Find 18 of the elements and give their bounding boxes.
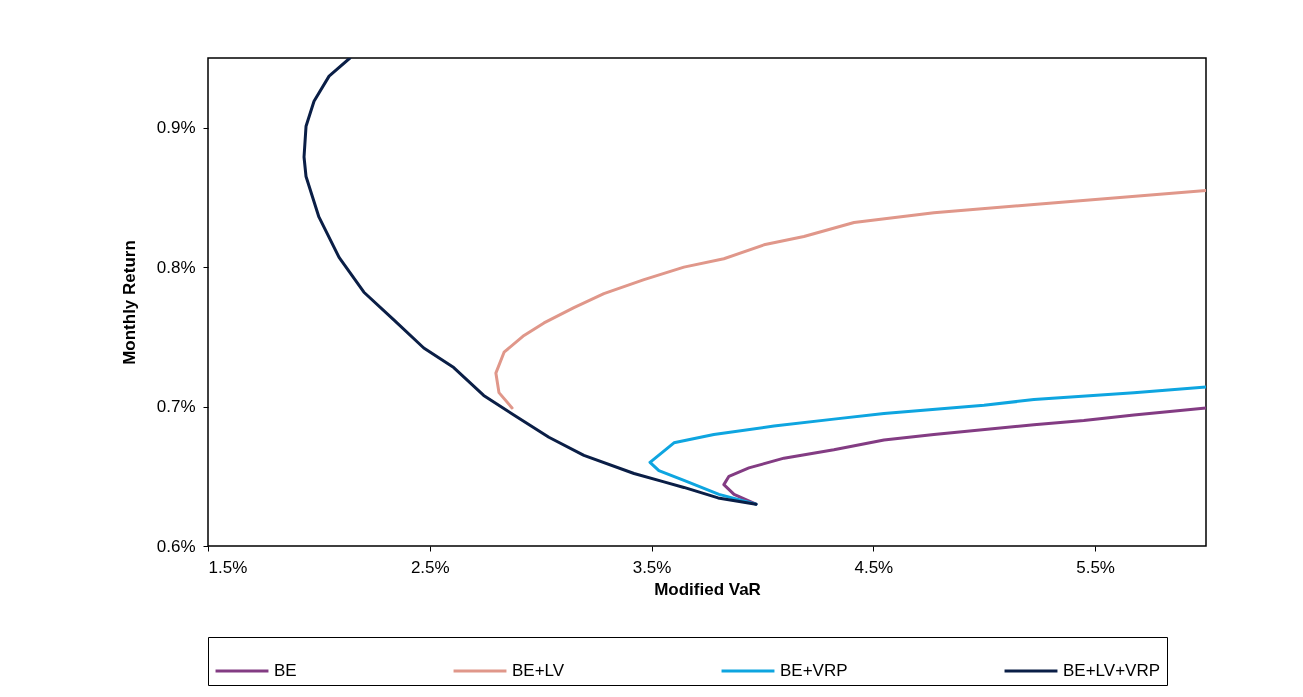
x-axis-title: Modified VaR xyxy=(654,579,761,599)
line-series xyxy=(302,58,758,506)
y-tick-label: 0.6% xyxy=(156,536,196,556)
line-series xyxy=(494,188,1206,410)
legend-label: BE+VRP xyxy=(780,661,848,680)
legend-label: BE xyxy=(274,661,297,680)
y-tick-label: 0.8% xyxy=(156,257,196,277)
x-tick-label: 5.5% xyxy=(1076,557,1115,577)
y-tick-label: 0.9% xyxy=(156,118,196,138)
line-series xyxy=(648,385,1206,506)
x-tick-label: 3.5% xyxy=(632,557,672,577)
legend-label: BE+LV xyxy=(512,661,565,680)
x-tick-label: 1.5% xyxy=(208,557,248,577)
legend-label: BE+LV+VRP xyxy=(1063,661,1161,680)
x-tick-label: 4.5% xyxy=(854,557,894,577)
y-axis-title: Monthly Return xyxy=(119,240,139,365)
x-tick-label: 2.5% xyxy=(410,557,450,577)
y-tick-label: 0.7% xyxy=(156,397,196,417)
